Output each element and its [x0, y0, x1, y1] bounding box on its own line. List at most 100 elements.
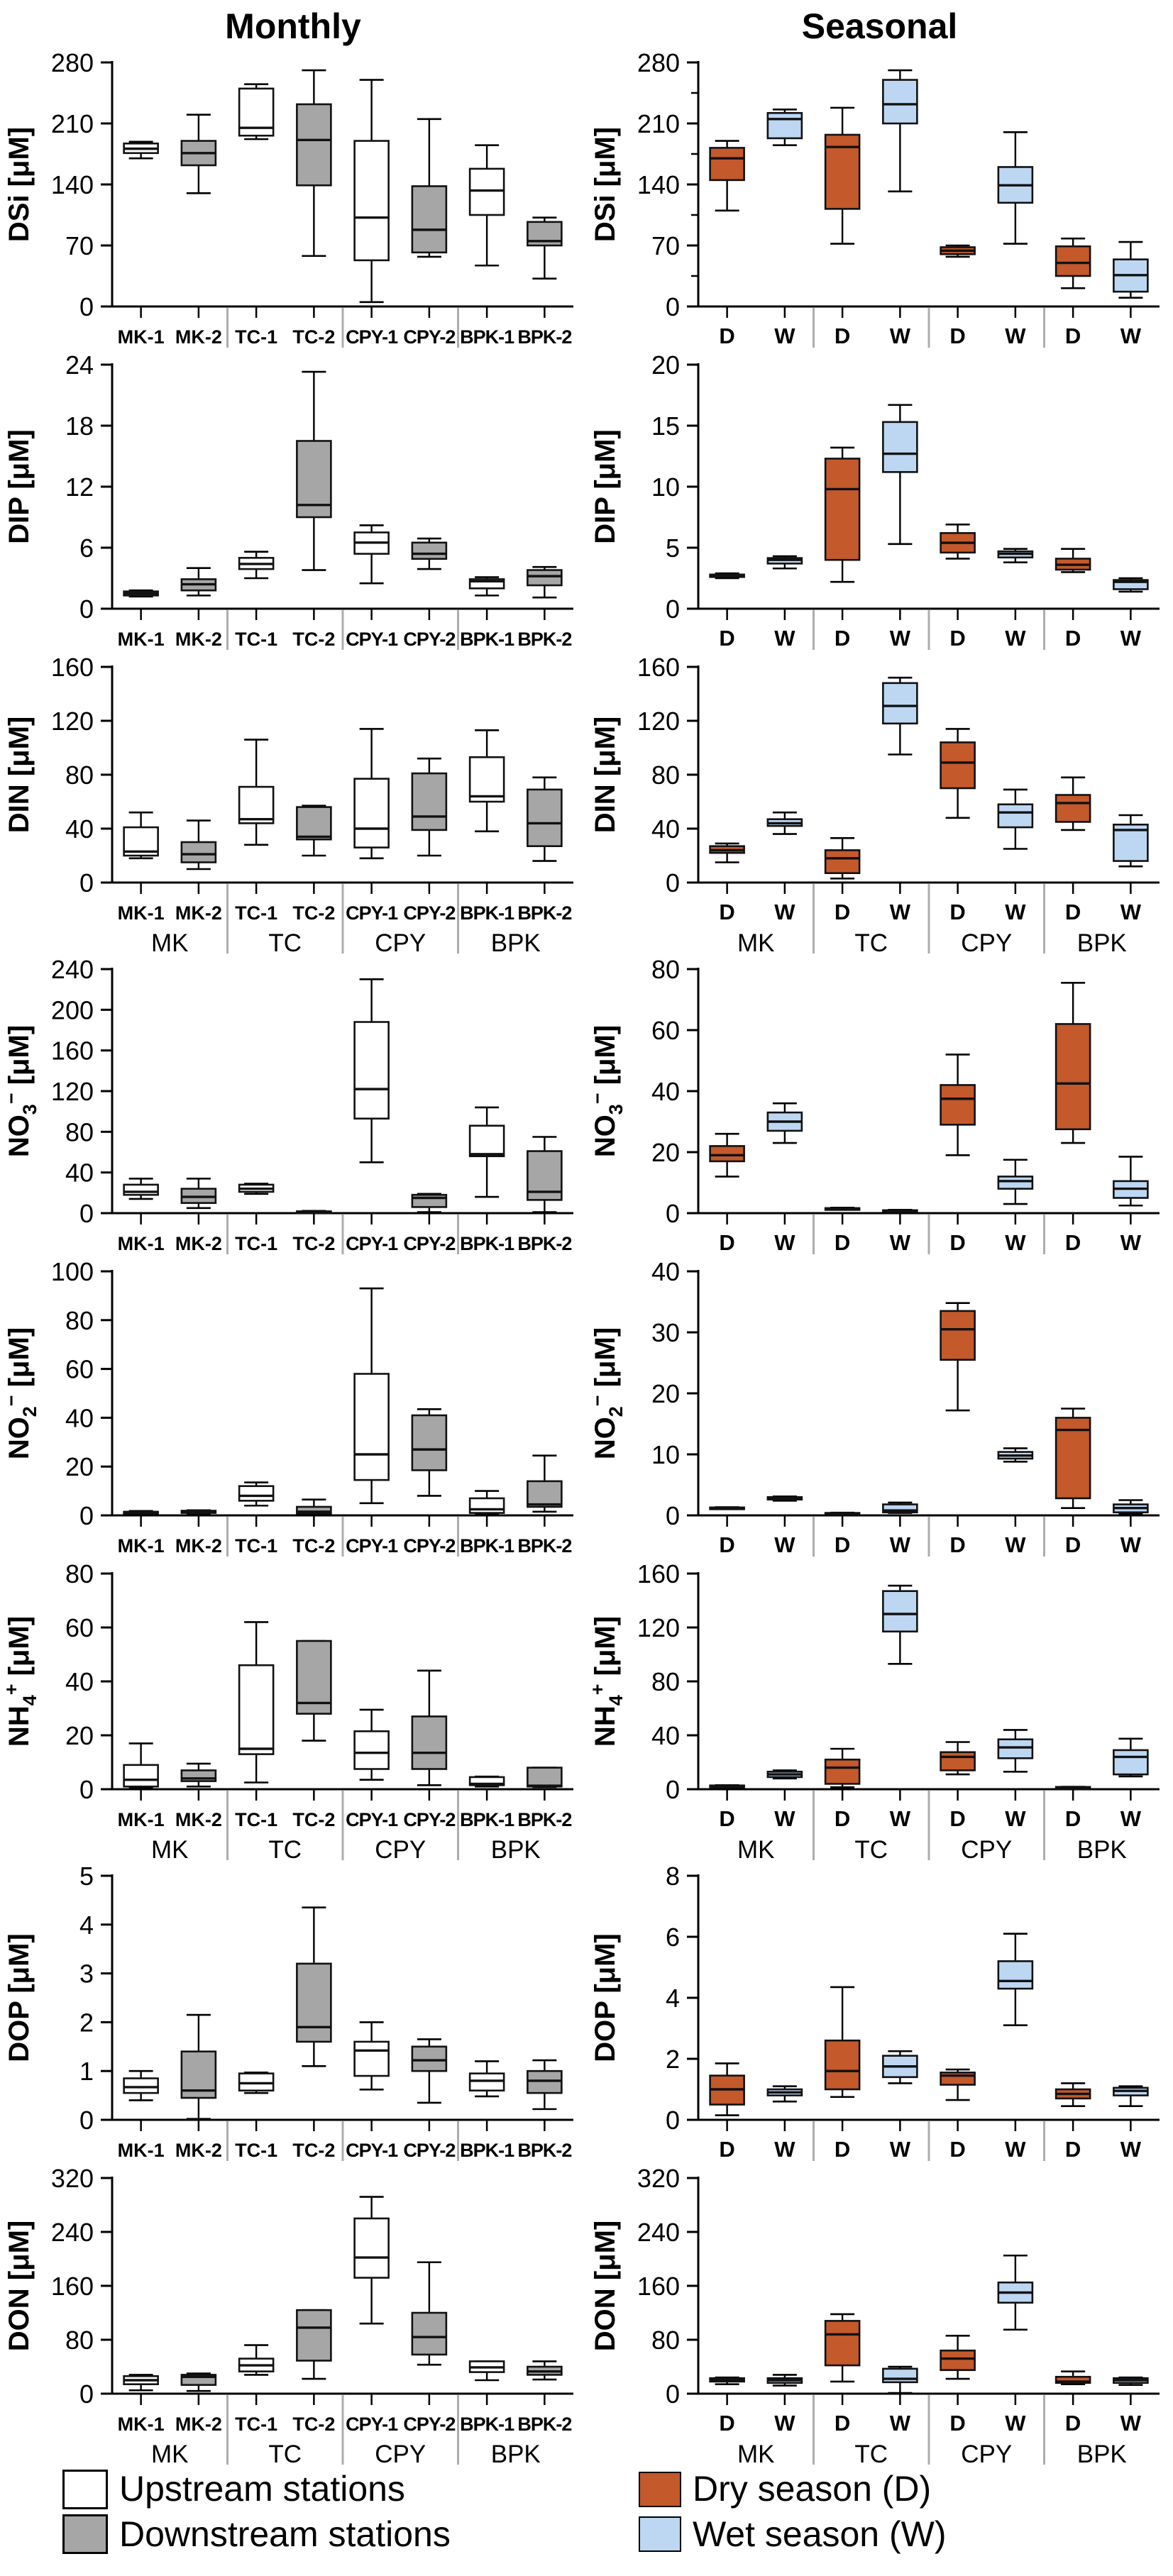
y-tick-label: 120 [51, 707, 94, 736]
boxes [123, 1906, 563, 2120]
x-tick-label: CPY-2 [403, 1535, 455, 1557]
x-tick-label: D [949, 900, 965, 924]
box-nh4-seasonal-W-7 [1113, 1737, 1149, 1778]
chart-cell-no2-seasonal: 0 10 20 30 40 NO2− [μM] D W D W D W D W [586, 1260, 1173, 1562]
chart-don-monthly: 0 80 160 240 320 DON [μM] MK-1 MK-2 TC-1 TC-2 CPY-… [4, 2167, 573, 2468]
box-dip-monthly-CPY-1-4 [353, 524, 390, 585]
chart-cell-nh4-seasonal: 0 40 80 120 160 NH4+ [μM] D W D W D W D W MK TC CPY BPK [586, 1562, 1173, 1864]
y-tick-label: 140 [51, 170, 94, 199]
y-tick-label: 120 [637, 1613, 680, 1642]
y-tick-label: 80 [65, 1306, 94, 1335]
chart-din-seasonal: 0 40 80 120 160 DIN [μM] D W D W D W D W MK TC CPY BPK [590, 656, 1160, 957]
boxes [123, 370, 563, 599]
group-separators [813, 610, 1045, 650]
box-no3-seasonal-D-4 [940, 1054, 976, 1156]
box-dop-monthly-TC-1-2 [238, 2071, 275, 2094]
box-dop-seasonal-W-7 [1113, 2085, 1149, 2107]
group-label-TC: TC [854, 2440, 888, 2468]
box-dip-monthly-TC-2-3 [296, 370, 332, 571]
x-tick-label: W [1005, 1230, 1026, 1255]
dry-season-swatch [639, 2471, 681, 2507]
box-no2-seasonal-W-5 [997, 1447, 1034, 1463]
y-tick-label: 0 [666, 1199, 680, 1228]
box-dsi-seasonal-D-2 [824, 106, 861, 245]
y-axis-title: DON [μM] [4, 2221, 35, 2351]
y-tick-label: 40 [651, 814, 680, 844]
x-tick-label: W [1005, 1532, 1026, 1557]
box-no3-monthly-TC-1-2 [238, 1183, 275, 1195]
x-tick-label: MK-2 [175, 1809, 222, 1830]
y-axis: 0 70 140 210 280 [637, 51, 698, 321]
box-no3-monthly-BPK-1-6 [468, 1106, 505, 1198]
group-labels: MK TC CPY BPK [151, 1836, 541, 1864]
y-tick-label: 40 [651, 1721, 680, 1750]
y-tick-label: 2 [79, 2008, 94, 2037]
y-tick-label: 80 [651, 2326, 680, 2355]
box-no2-monthly-TC-1-2 [238, 1481, 275, 1507]
y-tick-label: 320 [51, 2167, 94, 2193]
y-tick-label: 18 [65, 411, 94, 441]
x-tick-label: BPK-1 [460, 1535, 514, 1557]
y-tick-label: 160 [637, 1562, 680, 1588]
box-don-monthly-MK-2-1 [180, 2372, 217, 2392]
x-tick-label: D [835, 2411, 850, 2436]
y-tick-label: 320 [637, 2167, 680, 2193]
x-tick-label: W [1005, 900, 1026, 924]
box-dsi-seasonal-W-1 [766, 109, 803, 147]
box-dsi-monthly-BPK-1-6 [468, 144, 505, 267]
x-tick-label: CPY-1 [346, 902, 398, 924]
box-din-seasonal-W-5 [997, 788, 1034, 850]
y-tick-label: 40 [65, 1159, 94, 1188]
box-nh4-seasonal-W-1 [766, 1769, 803, 1780]
x-axis [726, 1789, 1132, 1801]
y-tick-label: 0 [79, 1775, 94, 1804]
box-dip-monthly-BPK-2-7 [527, 565, 563, 599]
legend-label-downstream: Downstream stations [119, 2514, 451, 2554]
y-tick-label: 40 [65, 1403, 94, 1432]
x-tick-label: MK-1 [118, 902, 165, 924]
box-no2-seasonal-D-2 [824, 1511, 861, 1516]
box-don-seasonal-D-2 [824, 2313, 861, 2383]
upstream-swatch [62, 2469, 108, 2509]
box-din-seasonal-D-4 [940, 728, 976, 819]
x-tick-label: CPY-2 [403, 2140, 455, 2161]
box-dsi-seasonal-W-3 [882, 69, 918, 193]
box-dop-seasonal-D-4 [940, 2068, 976, 2101]
y-tick-label: 120 [51, 1077, 94, 1106]
x-tick-label: D [1065, 2411, 1081, 2436]
x-tick-label: D [1065, 1532, 1081, 1557]
group-labels: MK TC CPY BPK [737, 2440, 1127, 2468]
x-tick-label: D [949, 324, 965, 348]
box-no2-monthly-BPK-2-7 [527, 1454, 563, 1513]
x-tick-label: TC-1 [235, 1233, 277, 1254]
y-tick-label: 5 [666, 534, 680, 563]
x-tick-label: W [774, 2137, 795, 2162]
x-tick-label: BPK-1 [460, 1809, 514, 1830]
category-labels: MK-1 MK-2 TC-1 TC-2 CPY-1 CPY-2 BPK-1 BPK-2 [118, 2414, 573, 2435]
x-tick-label: BPK-2 [517, 1535, 571, 1557]
y-tick-label: 240 [51, 2218, 94, 2247]
x-tick-label: W [890, 324, 911, 348]
group-label-BPK: BPK [491, 929, 541, 957]
x-tick-label: D [719, 626, 734, 651]
legend-label-upstream: Upstream stations [119, 2469, 405, 2509]
box-don-seasonal-D-0 [709, 2376, 745, 2386]
box-don-seasonal-W-3 [882, 2365, 918, 2394]
y-axis: 0 70 140 210 280 [51, 51, 112, 321]
box-no3-monthly-CPY-2-5 [411, 1193, 448, 1213]
y-tick-label: 0 [666, 2106, 680, 2135]
x-tick-label: MK-2 [175, 2140, 222, 2161]
chart-cell-dsi-monthly: 0 70 140 210 280 DSi [μM] MK-1 MK-2 TC-1 TC-2 CPY-… [0, 51, 586, 353]
column-title-monthly: Monthly [225, 6, 361, 46]
category-labels: MK-1 MK-2 TC-1 TC-2 CPY-1 CPY-2 BPK-1 BPK-2 [118, 2140, 573, 2161]
y-tick-label: 40 [651, 1260, 680, 1286]
y-axis-title: NO3− [μM] [587, 1025, 627, 1157]
legend-monthly: Upstream stations Downstream stations [62, 2469, 451, 2555]
box-no3-monthly-CPY-1-4 [353, 978, 390, 1163]
y-tick-label: 0 [79, 292, 94, 321]
box-dop-monthly-CPY-2-5 [411, 2038, 448, 2104]
x-tick-label: CPY-1 [346, 2140, 398, 2161]
group-separators [813, 2121, 1045, 2161]
x-tick-label: W [1120, 1230, 1142, 1255]
chart-dop-seasonal: 0 2 4 6 8 DOP [μM] D W D W D W D W [590, 1864, 1160, 2162]
